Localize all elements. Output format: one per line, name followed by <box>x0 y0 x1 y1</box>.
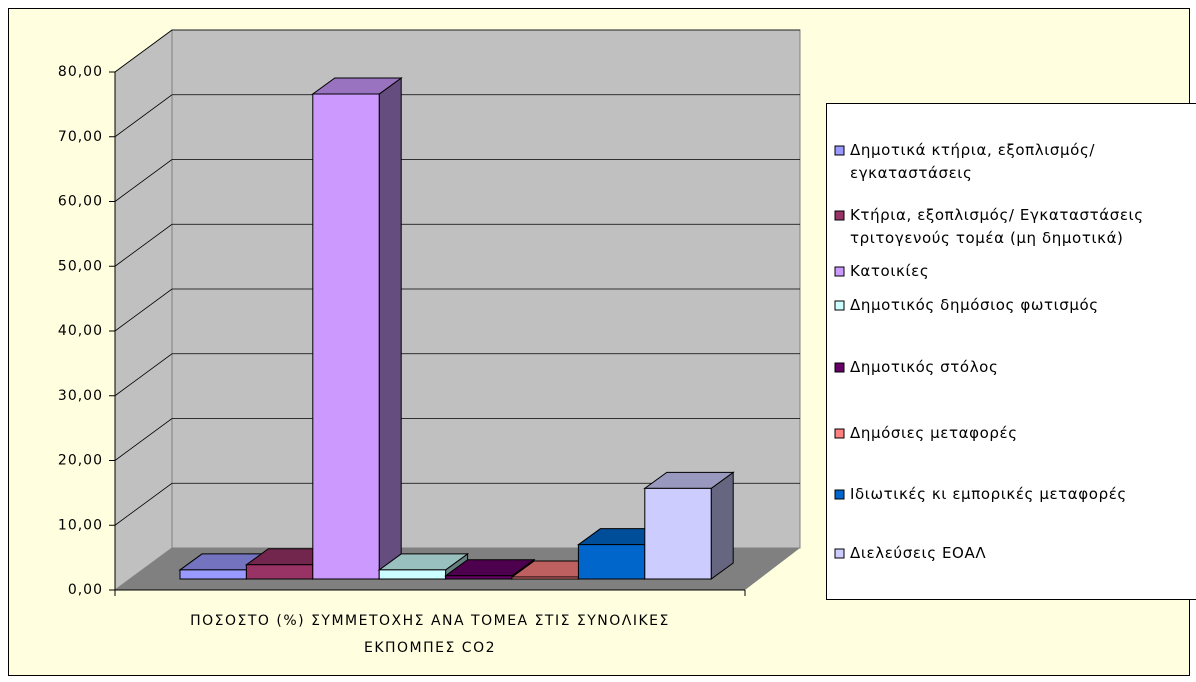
bar-side <box>378 77 402 580</box>
legend-label: Κτήρια, εξοπλισμός/ Εγκαταστάσεις τριτογ… <box>850 206 1144 247</box>
grid-line <box>114 223 800 267</box>
bar <box>311 77 403 580</box>
bar-front <box>378 569 447 580</box>
legend-label: Κατοικίες <box>850 262 930 280</box>
y-tick-label: 50,00 <box>58 258 103 274</box>
legend-label: Δημοτικά κτήρια, εξοπλισμός/ εγκαταστάσε… <box>850 141 1096 182</box>
y-tick-label: 80,00 <box>58 64 103 80</box>
grid-line <box>114 288 800 332</box>
legend-marker <box>834 145 845 156</box>
grid-line <box>114 159 800 202</box>
grid-line <box>114 482 800 526</box>
bar <box>377 552 470 580</box>
bar-front <box>245 564 314 580</box>
legend-label: Δημοτικός δημόσιος φωτισμός <box>850 296 1099 314</box>
y-tick-label: 20,00 <box>58 453 103 469</box>
bar-front <box>445 575 513 580</box>
y-tick-label: 60,00 <box>58 194 103 210</box>
legend-marker <box>834 210 845 221</box>
bar-front <box>644 487 712 580</box>
grid-line <box>114 353 800 397</box>
legend-marker <box>834 362 845 373</box>
bar-front <box>312 93 380 580</box>
legend-label: Δημοτικός στόλος <box>850 358 999 376</box>
legend-box <box>826 103 1196 600</box>
legend-marker <box>834 548 845 559</box>
y-tick-label: 0,00 <box>68 582 103 598</box>
legend-marker <box>834 266 845 277</box>
legend-marker <box>834 300 845 311</box>
bar-front <box>577 544 646 580</box>
legend-label: Ιδιωτικές κι εμπορικές μεταφορές <box>850 485 1127 503</box>
bar <box>643 471 735 580</box>
legend-label: Διελεύσεις ΕΟΑΛ <box>850 544 987 562</box>
legend-marker <box>834 489 845 500</box>
bar-side <box>710 471 734 580</box>
grid-line <box>114 418 800 461</box>
y-tick-label: 30,00 <box>58 388 103 404</box>
bar-front <box>179 569 247 580</box>
legend-marker <box>834 428 845 439</box>
y-tick-label: 40,00 <box>58 323 103 339</box>
y-tick-label: 70,00 <box>58 129 103 145</box>
grid-line <box>114 29 800 73</box>
grid-line <box>114 94 800 138</box>
x-category-label: ΠΟΣΟΣΤΟ (%) ΣΥΜΜΕΤΟΧΗΣ ΑΝΑ ΤΟΜΕΑ ΣΤΙΣ ΣΥ… <box>190 613 670 656</box>
bar-front <box>511 576 579 580</box>
legend-label: Δημόσιες μεταφορές <box>850 424 1018 442</box>
y-tick-label: 10,00 <box>58 517 103 533</box>
